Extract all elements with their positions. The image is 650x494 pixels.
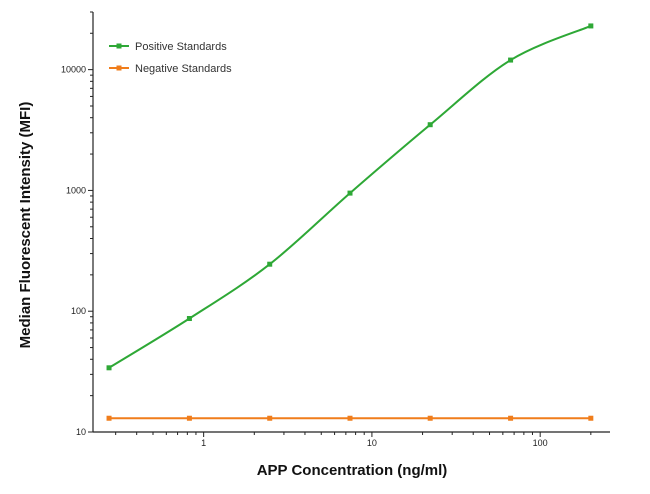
legend-label: Negative Standards (135, 63, 232, 75)
axes (92, 12, 610, 433)
y-axis-title: Median Fluorescent Intensity (MFI) (17, 102, 34, 349)
y-tick-label: 100 (71, 306, 86, 316)
y-tick-label: 10 (76, 427, 86, 437)
x-tick-label: 1 (201, 438, 206, 448)
data-point (106, 365, 112, 371)
data-point (508, 415, 514, 421)
data-point (106, 415, 112, 421)
data-point (588, 415, 594, 421)
x-tick-label: 10 (367, 438, 377, 448)
series-line-0 (108, 25, 592, 369)
ticks: 10 100 1000 10000 1 10 100 (61, 11, 592, 448)
data-point (347, 415, 353, 421)
legend-label: Positive Standards (135, 41, 227, 53)
legend-marker (116, 43, 122, 49)
data-point (267, 261, 273, 267)
data-point (427, 122, 433, 128)
data-point (347, 190, 353, 196)
y-tick-label: 10000 (61, 65, 86, 75)
x-axis-title: APP Concentration (ng/ml) (257, 462, 448, 479)
data-point (588, 23, 594, 29)
data-point (186, 415, 192, 421)
y-tick-label: 1000 (66, 185, 86, 195)
series-layer (106, 23, 594, 421)
x-tick-label: 100 (533, 438, 548, 448)
legend: Positive Standards Negative Standards (109, 41, 232, 75)
data-point (186, 316, 192, 322)
data-point (267, 415, 273, 421)
data-point (508, 57, 514, 63)
data-point (427, 415, 433, 421)
legend-marker (116, 65, 122, 71)
